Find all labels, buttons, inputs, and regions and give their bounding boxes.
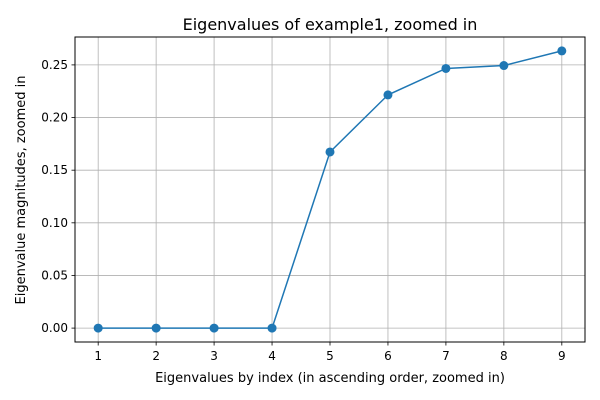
data-point — [151, 323, 161, 333]
x-tick-label: 8 — [500, 349, 508, 363]
y-tick-label: 0.15 — [41, 163, 68, 177]
data-point — [557, 46, 567, 56]
x-tick-label: 5 — [326, 349, 334, 363]
x-tick-label: 7 — [442, 349, 450, 363]
x-axis-label: Eigenvalues by index (in ascending order… — [155, 371, 505, 386]
data-point — [499, 61, 509, 71]
x-tick-label: 6 — [384, 349, 392, 363]
data-series — [93, 46, 567, 333]
x-tick-label: 9 — [558, 349, 566, 363]
y-tick-label: 0.10 — [41, 216, 68, 230]
data-point — [267, 323, 277, 333]
data-point — [209, 323, 219, 333]
axis-ticks: 1 2 3 4 5 6 7 8 9 0.00 0.05 0.10 0.15 0.20 0.25 — [41, 58, 565, 363]
x-tick-label: 4 — [268, 349, 276, 363]
data-point — [93, 323, 103, 333]
y-tick-label: 0.25 — [41, 58, 68, 72]
y-axis-label: Eigenvalue magnitudes, zoomed in — [14, 76, 29, 305]
grid-lines — [75, 37, 585, 342]
y-tick-label: 0.00 — [41, 321, 68, 335]
x-tick-label: 1 — [94, 349, 102, 363]
data-point — [325, 147, 335, 157]
x-tick-label: 3 — [210, 349, 218, 363]
data-point — [441, 63, 451, 73]
chart-title: Eigenvalues of example1, zoomed in — [183, 15, 478, 34]
y-tick-label: 0.20 — [41, 111, 68, 125]
data-point — [383, 90, 393, 100]
y-tick-label: 0.05 — [41, 268, 68, 282]
x-tick-label: 2 — [152, 349, 160, 363]
